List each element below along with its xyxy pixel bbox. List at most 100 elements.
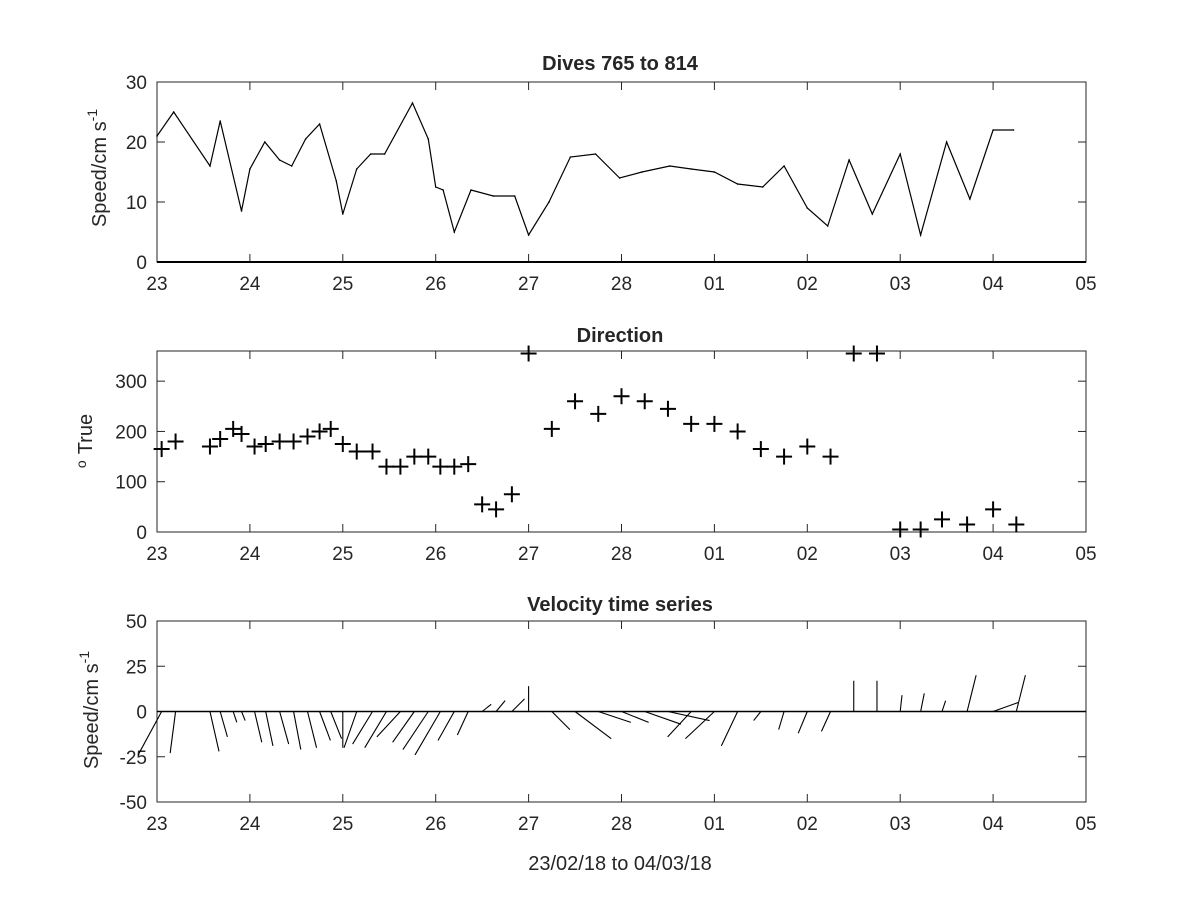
speed-point [848, 159, 850, 161]
velocity-stick [644, 710, 682, 725]
y-tick-label: 30 [126, 73, 147, 94]
speed-point [826, 225, 829, 227]
x-tick-label: 24 [239, 274, 261, 295]
speed-point [369, 153, 372, 155]
y-tick-label: 25 [126, 657, 147, 678]
direction-point [322, 420, 339, 437]
direction-point [378, 458, 395, 475]
speed-point [219, 120, 221, 122]
velocity-stick [797, 711, 808, 734]
direction-panel: Direction oTrue 23 24 25 26 27 28 01 02 03 04 05 0 1… [73, 325, 1097, 565]
x-tick-label: 25 [332, 274, 353, 295]
direction-point [912, 521, 929, 538]
y-tick-label: 0 [136, 253, 147, 274]
velocity-stick [137, 711, 163, 756]
speed-point [263, 141, 266, 143]
direction-point [868, 345, 885, 362]
y-tick-label: 100 [115, 473, 147, 494]
direction-point [246, 438, 263, 455]
speed-point [383, 153, 386, 155]
direction-point [271, 433, 288, 450]
speed-point [240, 210, 243, 212]
velocity-stick [456, 711, 469, 736]
speed-point [342, 213, 344, 215]
velocity-stick [899, 695, 903, 712]
speed-point [318, 123, 321, 125]
velocity-stick [437, 711, 455, 741]
x-tick-label: 02 [797, 814, 818, 835]
direction-point [392, 458, 409, 475]
speed-point [290, 165, 293, 167]
velocity-stick [667, 710, 710, 722]
speed-point [442, 189, 444, 191]
direction-point [167, 433, 184, 450]
speed-panel-data [156, 101, 1086, 263]
speed-point [278, 159, 281, 161]
speed-point [513, 195, 516, 197]
speed-point [736, 183, 739, 185]
speed-point [527, 234, 530, 236]
velocity-stick [241, 711, 246, 721]
velocity-stick [319, 711, 331, 741]
velocity-stick [941, 700, 947, 712]
velocity-stick [219, 711, 228, 737]
velocity-stick [254, 711, 263, 743]
speed-point [492, 195, 495, 197]
y-tick-label: 50 [126, 612, 147, 633]
direction-point [1008, 516, 1025, 533]
speed-point [434, 186, 437, 188]
direction-point [348, 443, 365, 460]
direction-point [420, 448, 437, 465]
velocity-stick [495, 700, 506, 712]
velocity-panel-data [137, 675, 1086, 756]
speed-point [411, 102, 414, 104]
x-tick-label: 01 [704, 544, 725, 565]
velocity-stick [352, 711, 373, 745]
speed-point [871, 213, 874, 215]
direction-point [659, 400, 676, 417]
velocity-panel-axes: 23 24 25 26 27 28 01 02 03 04 05 -50 -25 0 25 50 [120, 612, 1097, 835]
x-tick-label: 02 [797, 544, 818, 565]
speed-point [453, 231, 456, 233]
x-tick-label: 04 [983, 814, 1005, 835]
velocity-stick [1015, 675, 1026, 712]
direction-point [503, 486, 520, 503]
y-tick-label: 10 [126, 193, 147, 214]
velocity-stick [343, 711, 358, 748]
y-tick-label: 300 [115, 372, 147, 393]
velocity-stick [330, 711, 343, 739]
speed-point [427, 138, 430, 140]
velocity-stick [753, 711, 762, 721]
velocity-stick [402, 711, 429, 750]
velocity-stick [232, 711, 238, 723]
velocity-stick [966, 675, 977, 712]
speed-point [806, 207, 809, 209]
direction-point [985, 501, 1002, 518]
direction-panel-title: Direction [577, 325, 664, 347]
velocity-panel-xlabel: 23/02/18 to 04/03/18 [528, 853, 712, 875]
direction-point [285, 433, 302, 450]
x-tick-label: 23 [146, 544, 167, 565]
velocity-stick [621, 710, 649, 723]
x-tick-label: 05 [1075, 274, 1096, 295]
x-tick-label: 02 [797, 274, 818, 295]
direction-point [934, 511, 951, 528]
direction-point [752, 441, 769, 458]
speed-point [1012, 129, 1015, 131]
speed-panel-ylabel: Speed/cm s-1 [84, 109, 111, 227]
velocity-stick [169, 711, 177, 754]
x-tick-label: 27 [518, 544, 539, 565]
speed-point [919, 234, 922, 236]
speed-point [355, 168, 358, 170]
x-tick-label: 28 [611, 814, 632, 835]
velocity-stick [598, 710, 632, 723]
speed-point [209, 165, 211, 167]
x-tick-label: 24 [239, 544, 261, 565]
direction-point [636, 393, 653, 410]
direction-panel-axes: 23 24 25 26 27 28 01 02 03 04 05 0 100 200 300 [115, 350, 1097, 565]
speed-point [992, 129, 994, 131]
x-tick-label: 04 [983, 544, 1005, 565]
direction-point [212, 430, 229, 447]
speed-point [594, 153, 597, 155]
